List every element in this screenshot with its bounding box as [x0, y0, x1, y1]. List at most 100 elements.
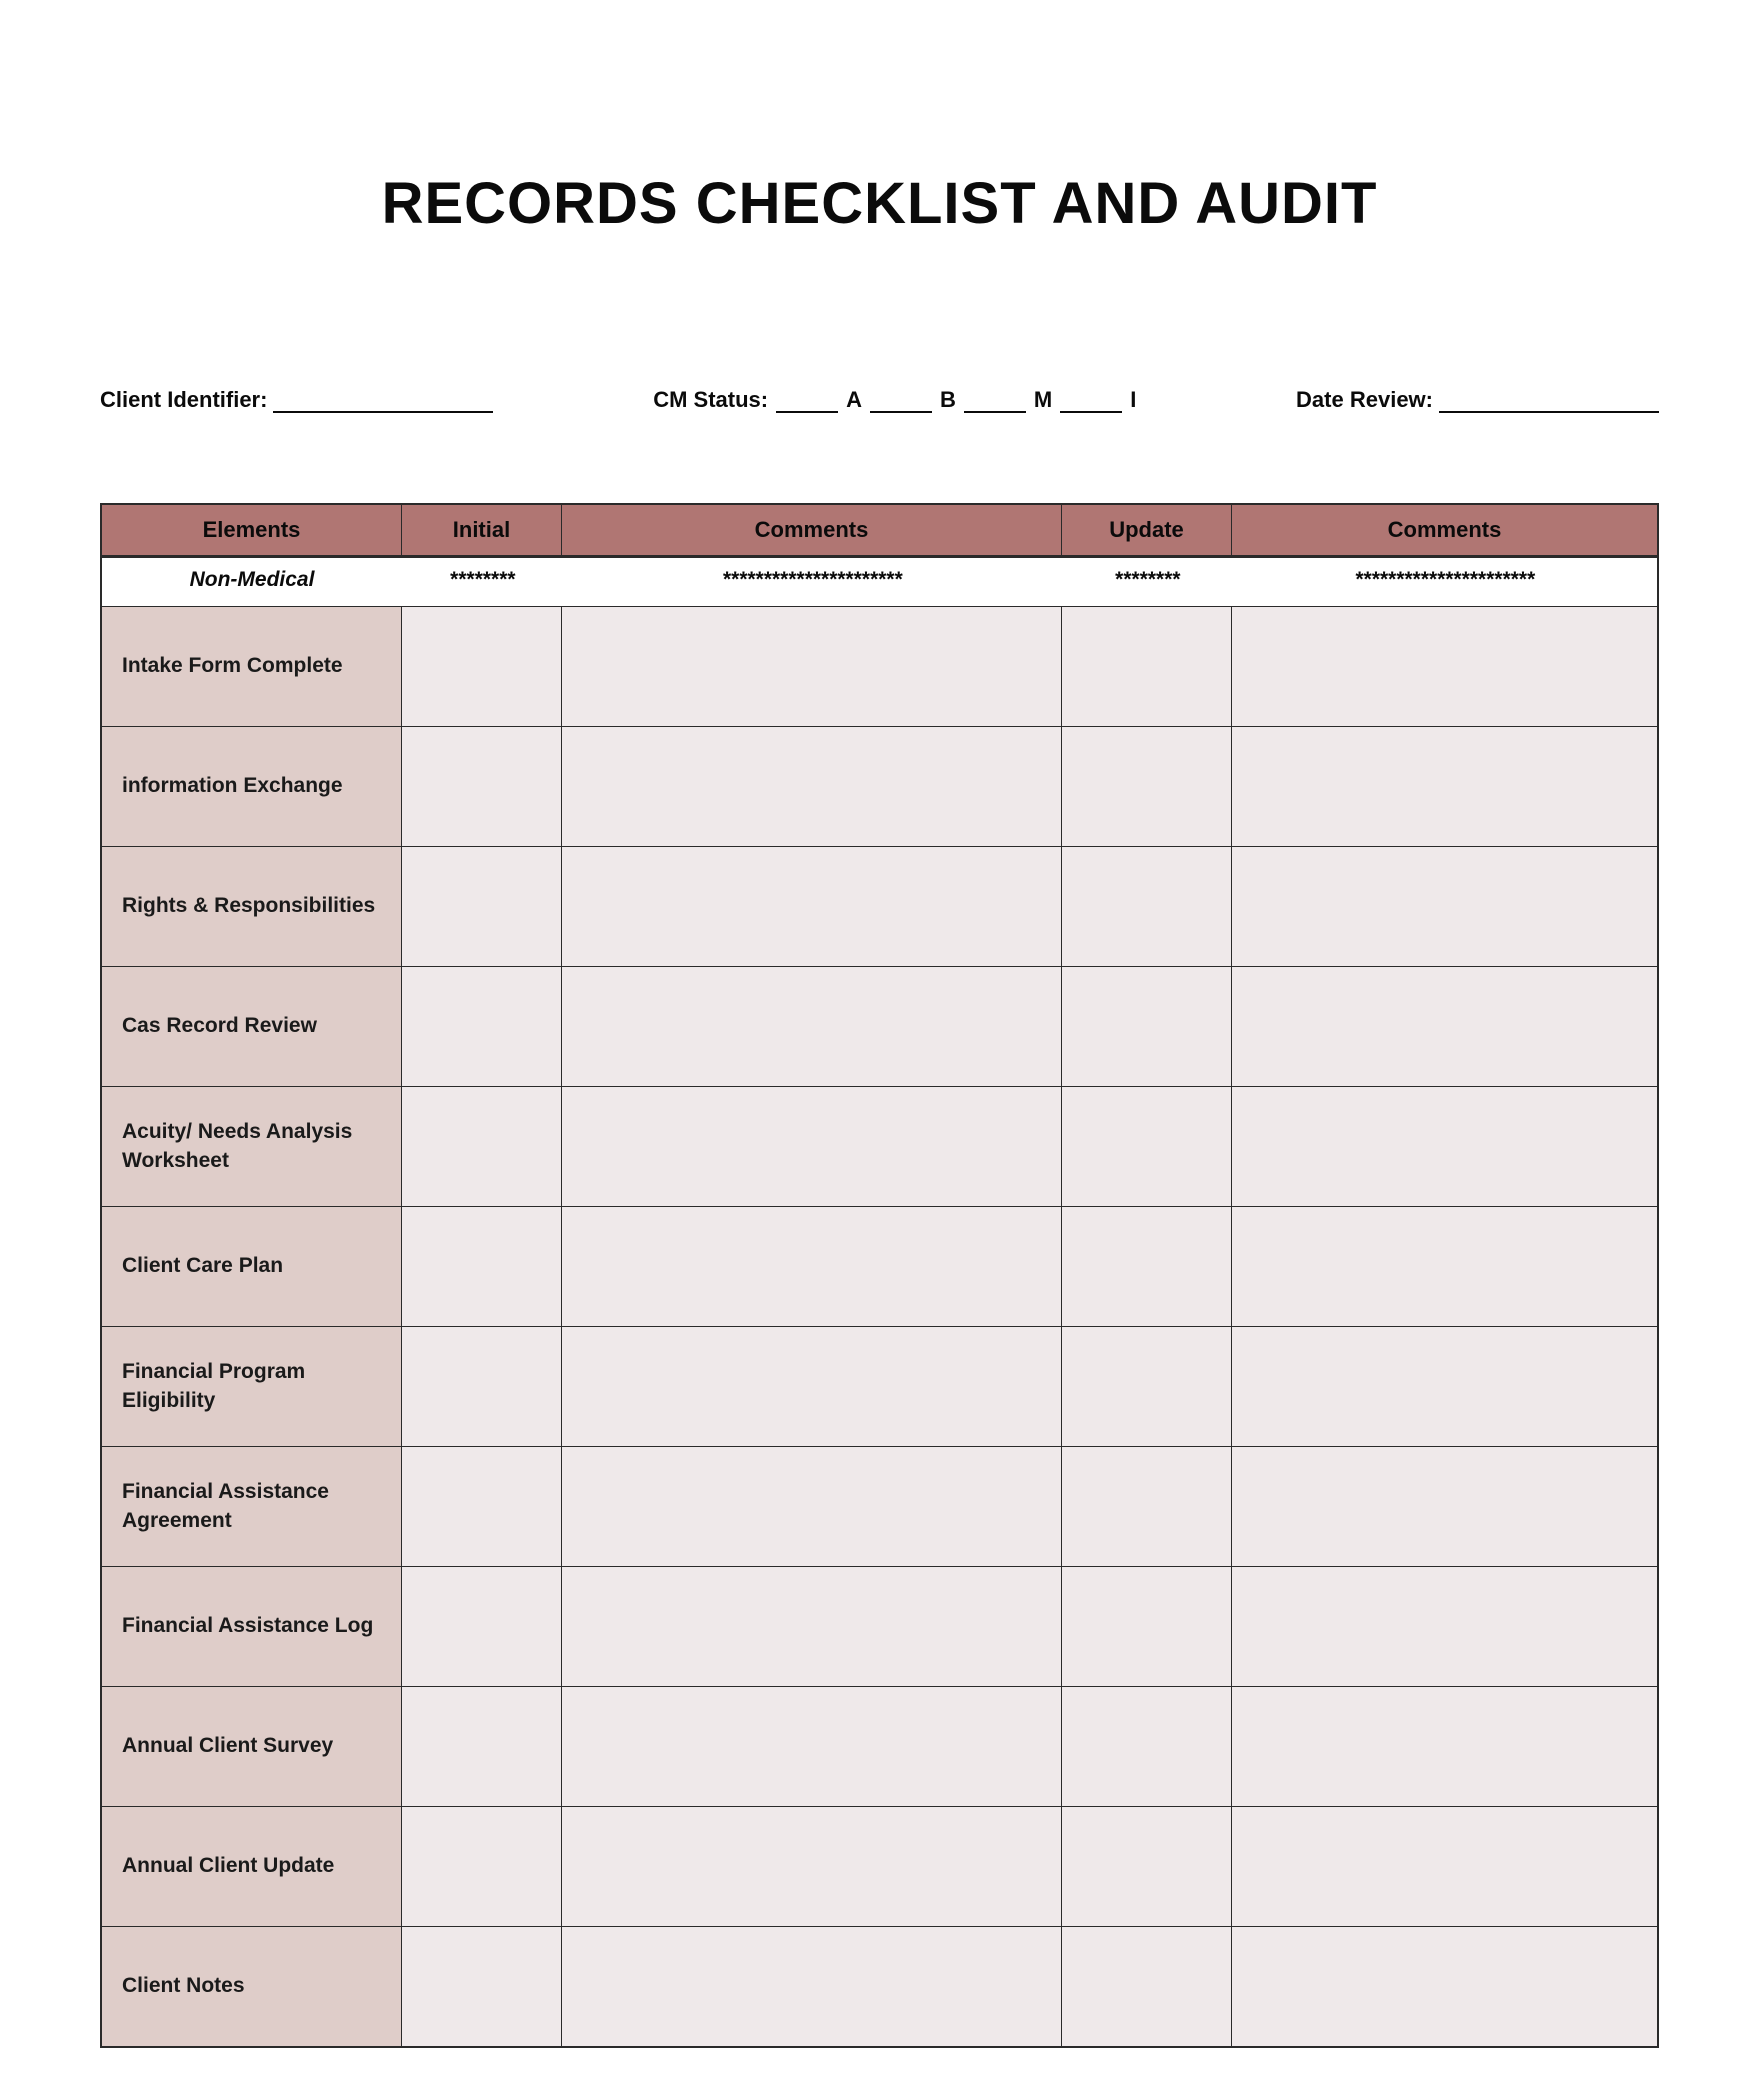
header-comments2: Comments — [1232, 505, 1657, 557]
comments2-cell[interactable] — [1232, 846, 1657, 966]
comments2-cell[interactable] — [1232, 1566, 1657, 1686]
update-cell[interactable] — [1062, 1206, 1232, 1326]
element-label: Financial Assistance Log — [102, 1566, 402, 1686]
comments1-cell[interactable] — [562, 1806, 1062, 1926]
update-cell[interactable] — [1062, 1446, 1232, 1566]
element-label: Annual Client Survey — [102, 1686, 402, 1806]
comments1-cell[interactable] — [562, 846, 1062, 966]
table-row: Intake Form Complete — [102, 606, 1657, 726]
cm-status-label: CM Status: — [653, 387, 768, 413]
comments2-cell[interactable] — [1232, 1206, 1657, 1326]
header-elements: Elements — [102, 505, 402, 557]
element-label: Financial Program Eligibility — [102, 1326, 402, 1446]
initial-cell[interactable] — [402, 1086, 562, 1206]
comments2-cell[interactable] — [1232, 1326, 1657, 1446]
update-cell[interactable] — [1062, 1926, 1232, 2046]
client-identifier-field: Client Identifier: — [100, 387, 493, 413]
initial-cell[interactable] — [402, 1566, 562, 1686]
comments1-cell[interactable] — [562, 966, 1062, 1086]
cm-a-blank[interactable] — [776, 391, 838, 413]
update-cell[interactable] — [1062, 1326, 1232, 1446]
element-label: Intake Form Complete — [102, 606, 402, 726]
comments2-cell[interactable] — [1232, 1446, 1657, 1566]
element-label: Acuity/ Needs Analysis Worksheet — [102, 1086, 402, 1206]
cm-b-label: B — [940, 387, 956, 413]
element-label: Client Care Plan — [102, 1206, 402, 1326]
update-cell[interactable] — [1062, 846, 1232, 966]
element-label: Financial Assistance Agreement — [102, 1446, 402, 1566]
checklist-table: Elements Initial Comments Update Comment… — [100, 503, 1659, 2048]
client-identifier-label: Client Identifier: — [100, 387, 267, 413]
cm-status-field: CM Status: A B M I — [653, 387, 1136, 413]
table-body: Intake Form Completeinformation Exchange… — [102, 606, 1657, 2046]
table-row: Financial Program Eligibility — [102, 1326, 1657, 1446]
comments1-cell[interactable] — [562, 1326, 1062, 1446]
section-label: Non-Medical — [102, 557, 402, 606]
comments2-cell[interactable] — [1232, 726, 1657, 846]
comments2-cell[interactable] — [1232, 1086, 1657, 1206]
initial-cell[interactable] — [402, 846, 562, 966]
update-cell[interactable] — [1062, 726, 1232, 846]
table-row: Annual Client Update — [102, 1806, 1657, 1926]
section-fill-initial: ******** — [402, 557, 562, 606]
header-comments1: Comments — [562, 505, 1062, 557]
client-identifier-blank[interactable] — [273, 391, 493, 413]
comments1-cell[interactable] — [562, 1926, 1062, 2046]
cm-m-label: M — [1034, 387, 1052, 413]
cm-b-blank[interactable] — [870, 391, 932, 413]
update-cell[interactable] — [1062, 1086, 1232, 1206]
update-cell[interactable] — [1062, 1566, 1232, 1686]
update-cell[interactable] — [1062, 606, 1232, 726]
update-cell[interactable] — [1062, 1806, 1232, 1926]
table-row: Client Notes — [102, 1926, 1657, 2046]
initial-cell[interactable] — [402, 966, 562, 1086]
element-label: information Exchange — [102, 726, 402, 846]
initial-cell[interactable] — [402, 1326, 562, 1446]
cm-a-label: A — [846, 387, 862, 413]
header-initial: Initial — [402, 505, 562, 557]
comments2-cell[interactable] — [1232, 966, 1657, 1086]
element-label: Annual Client Update — [102, 1806, 402, 1926]
table-row: Client Care Plan — [102, 1206, 1657, 1326]
cm-m-blank[interactable] — [964, 391, 1026, 413]
table-header-row: Elements Initial Comments Update Comment… — [102, 505, 1657, 557]
table-row: Financial Assistance Log — [102, 1566, 1657, 1686]
table-row: Cas Record Review — [102, 966, 1657, 1086]
date-review-blank[interactable] — [1439, 391, 1659, 413]
comments2-cell[interactable] — [1232, 1926, 1657, 2046]
initial-cell[interactable] — [402, 606, 562, 726]
section-row-non-medical: Non-Medical ******** *******************… — [102, 557, 1657, 606]
comments1-cell[interactable] — [562, 726, 1062, 846]
comments1-cell[interactable] — [562, 1566, 1062, 1686]
initial-cell[interactable] — [402, 1206, 562, 1326]
header-update: Update — [1062, 505, 1232, 557]
cm-i-label: I — [1130, 387, 1136, 413]
page: RECORDS CHECKLIST AND AUDIT Client Ident… — [0, 170, 1759, 2091]
comments2-cell[interactable] — [1232, 606, 1657, 726]
table-row: information Exchange — [102, 726, 1657, 846]
update-cell[interactable] — [1062, 1686, 1232, 1806]
comments2-cell[interactable] — [1232, 1806, 1657, 1926]
comments1-cell[interactable] — [562, 1686, 1062, 1806]
update-cell[interactable] — [1062, 966, 1232, 1086]
page-title: RECORDS CHECKLIST AND AUDIT — [0, 170, 1759, 237]
initial-cell[interactable] — [402, 1806, 562, 1926]
comments2-cell[interactable] — [1232, 1686, 1657, 1806]
table-row: Acuity/ Needs Analysis Worksheet — [102, 1086, 1657, 1206]
section-fill-c1: ********************** — [562, 557, 1062, 606]
cm-i-blank[interactable] — [1060, 391, 1122, 413]
section-fill-c2: ********************** — [1232, 557, 1657, 606]
comments1-cell[interactable] — [562, 1446, 1062, 1566]
comments1-cell[interactable] — [562, 606, 1062, 726]
element-label: Cas Record Review — [102, 966, 402, 1086]
initial-cell[interactable] — [402, 1686, 562, 1806]
initial-cell[interactable] — [402, 1446, 562, 1566]
section-fill-update: ******** — [1062, 557, 1232, 606]
initial-cell[interactable] — [402, 1926, 562, 2046]
comments1-cell[interactable] — [562, 1206, 1062, 1326]
element-label: Rights & Responsibilities — [102, 846, 402, 966]
initial-cell[interactable] — [402, 726, 562, 846]
element-label: Client Notes — [102, 1926, 402, 2046]
comments1-cell[interactable] — [562, 1086, 1062, 1206]
info-row: Client Identifier: CM Status: A B M I Da… — [100, 387, 1659, 413]
